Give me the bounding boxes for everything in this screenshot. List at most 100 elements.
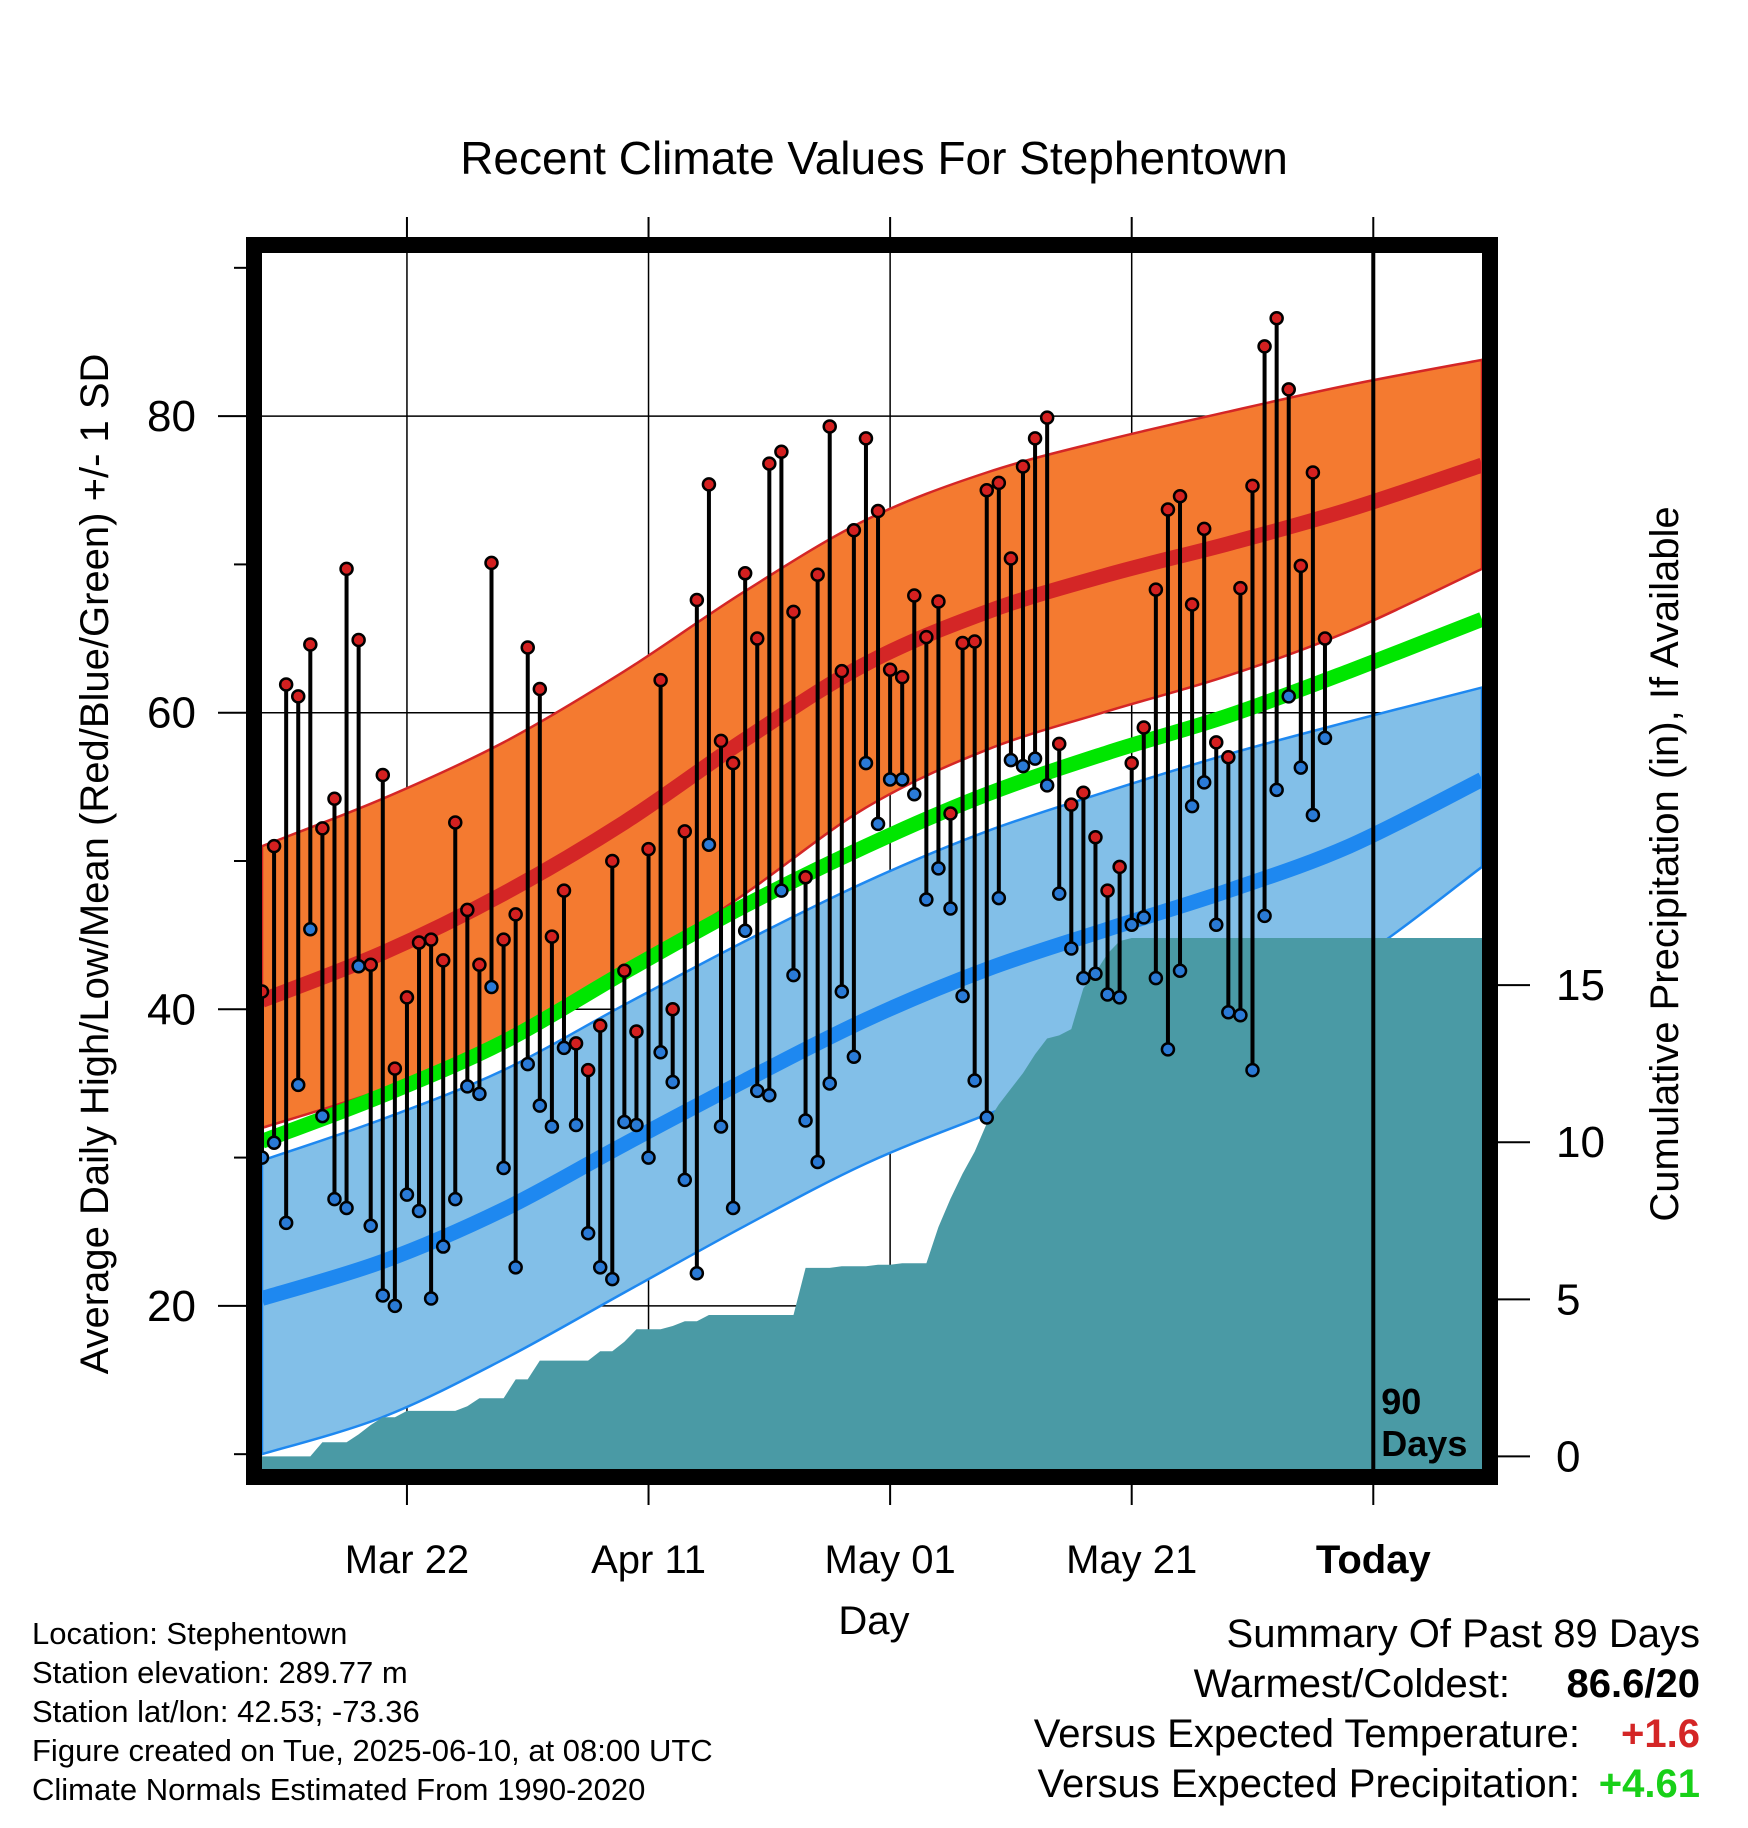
daily-high-point — [919, 629, 934, 645]
daily-low-point — [423, 1291, 439, 1306]
daily-low-point — [290, 1077, 306, 1093]
daily-high-point — [1245, 478, 1260, 494]
daily-high-point — [1221, 749, 1236, 765]
daily-high-point — [1027, 431, 1043, 446]
daily-high-point — [967, 634, 982, 649]
daily-low-point — [448, 1191, 463, 1207]
daily-high-point — [701, 477, 717, 492]
daily-low-point — [931, 861, 946, 876]
x-tick-label: May 01 — [825, 1538, 956, 1582]
precip-anomaly-label: Versus Expected Precipitation: — [1037, 1762, 1580, 1806]
daily-high-point — [460, 902, 475, 918]
daily-high-point — [592, 1018, 608, 1033]
daily-high-point — [290, 689, 306, 704]
daily-low-point — [834, 984, 850, 999]
daily-high-point — [423, 932, 439, 947]
daily-low-point — [520, 1056, 535, 1072]
y-tick-label-right: 15 — [1556, 961, 1605, 1010]
station-info: Location: Stephentown Station elevation:… — [32, 1614, 713, 1809]
daily-low-point — [629, 1117, 644, 1133]
daily-high-point — [1184, 597, 1200, 612]
daily-high-point — [448, 815, 463, 830]
daily-low-point — [568, 1117, 584, 1133]
warmest-value: 86.6/20 — [1566, 1662, 1700, 1706]
daily-high-point — [713, 733, 729, 749]
daily-high-point — [979, 483, 995, 498]
daily-high-point — [484, 555, 499, 571]
daily-low-point — [822, 1076, 837, 1091]
daily-high-point — [351, 632, 366, 648]
daily-low-point — [725, 1200, 741, 1216]
daily-low-point — [1076, 970, 1091, 986]
daily-high-point — [1172, 488, 1188, 504]
daily-high-point — [882, 662, 898, 677]
daily-high-point — [278, 677, 294, 692]
daily-low-point — [532, 1098, 548, 1113]
daily-high-point — [315, 821, 330, 836]
daily-high-point — [303, 637, 318, 652]
daily-low-point — [991, 890, 1007, 906]
daily-low-point — [1124, 917, 1139, 933]
daily-low-point — [375, 1288, 391, 1303]
daily-high-point — [737, 566, 753, 581]
daily-low-point — [749, 1083, 765, 1099]
daily-low-point — [641, 1150, 656, 1165]
daily-low-point — [1184, 798, 1200, 814]
daily-high-point — [834, 663, 850, 679]
daily-high-point — [725, 755, 741, 771]
daily-low-point — [979, 1110, 995, 1125]
daily-high-point — [1136, 720, 1152, 735]
daily-high-point — [262, 984, 270, 999]
low-sd-band — [262, 686, 1482, 1456]
daily-high-point — [762, 456, 777, 471]
y-axis-label-left: Average Daily High/Low/Mean (Red/Blue/Gr… — [73, 354, 117, 1375]
daily-high-point — [520, 640, 535, 655]
daily-low-point — [1003, 752, 1019, 768]
y-tick-label-right: 10 — [1556, 1118, 1605, 1167]
daily-high-point — [1088, 830, 1103, 845]
daily-low-point — [786, 967, 801, 983]
daily-high-point — [617, 963, 632, 978]
daily-low-point — [496, 1160, 511, 1176]
daily-high-point — [544, 929, 560, 944]
daily-low-point — [1148, 970, 1164, 986]
summary-title-row: Summary Of Past 89 Days — [1034, 1612, 1700, 1662]
daily-low-point — [882, 772, 898, 787]
axes: Mar 22 Apr 11 May 01 May 21 Today 20 40 60 80 0 5 1… — [147, 217, 1605, 1582]
daily-high-point — [1148, 582, 1164, 597]
summary-title: Summary Of Past 89 Days — [1226, 1612, 1700, 1656]
daily-high-point — [556, 883, 572, 898]
daily-low-point — [943, 901, 958, 916]
daily-low-point — [653, 1045, 668, 1060]
summary-temp-row: Versus Expected Temperature: +1.6 — [1034, 1712, 1700, 1762]
daily-low-point — [266, 1135, 282, 1151]
daily-high-point — [689, 592, 705, 608]
daily-high-point — [858, 431, 874, 446]
daily-low-point — [1257, 908, 1272, 924]
daily-high-point — [810, 567, 825, 583]
daily-high-point — [677, 824, 693, 839]
daily-low-point — [1015, 758, 1031, 774]
y-tick-label-right: 0 — [1556, 1432, 1580, 1481]
daily-low-point — [1051, 886, 1067, 901]
daily-high-point — [1051, 736, 1067, 752]
daily-high-point — [991, 475, 1007, 491]
daily-high-point — [1209, 735, 1224, 750]
daily-high-point — [580, 1062, 596, 1078]
daily-low-point — [1064, 941, 1079, 956]
daily-high-point — [943, 806, 958, 821]
daily-low-point — [665, 1074, 680, 1090]
daily-high-point — [653, 672, 668, 688]
daily-high-point — [774, 444, 789, 459]
y-tick-label-left: 80 — [147, 392, 196, 441]
daily-low-point — [1027, 751, 1043, 766]
daily-low-point — [798, 1113, 813, 1128]
daily-low-point — [1100, 987, 1115, 1002]
daily-low-point — [1196, 775, 1212, 790]
daily-low-point — [1112, 990, 1127, 1005]
normal-low-line — [262, 772, 1482, 1306]
latlon-text: Station lat/lon: 42.53; -73.36 — [32, 1694, 420, 1729]
daily-high-point — [1331, 0, 1343, 6]
